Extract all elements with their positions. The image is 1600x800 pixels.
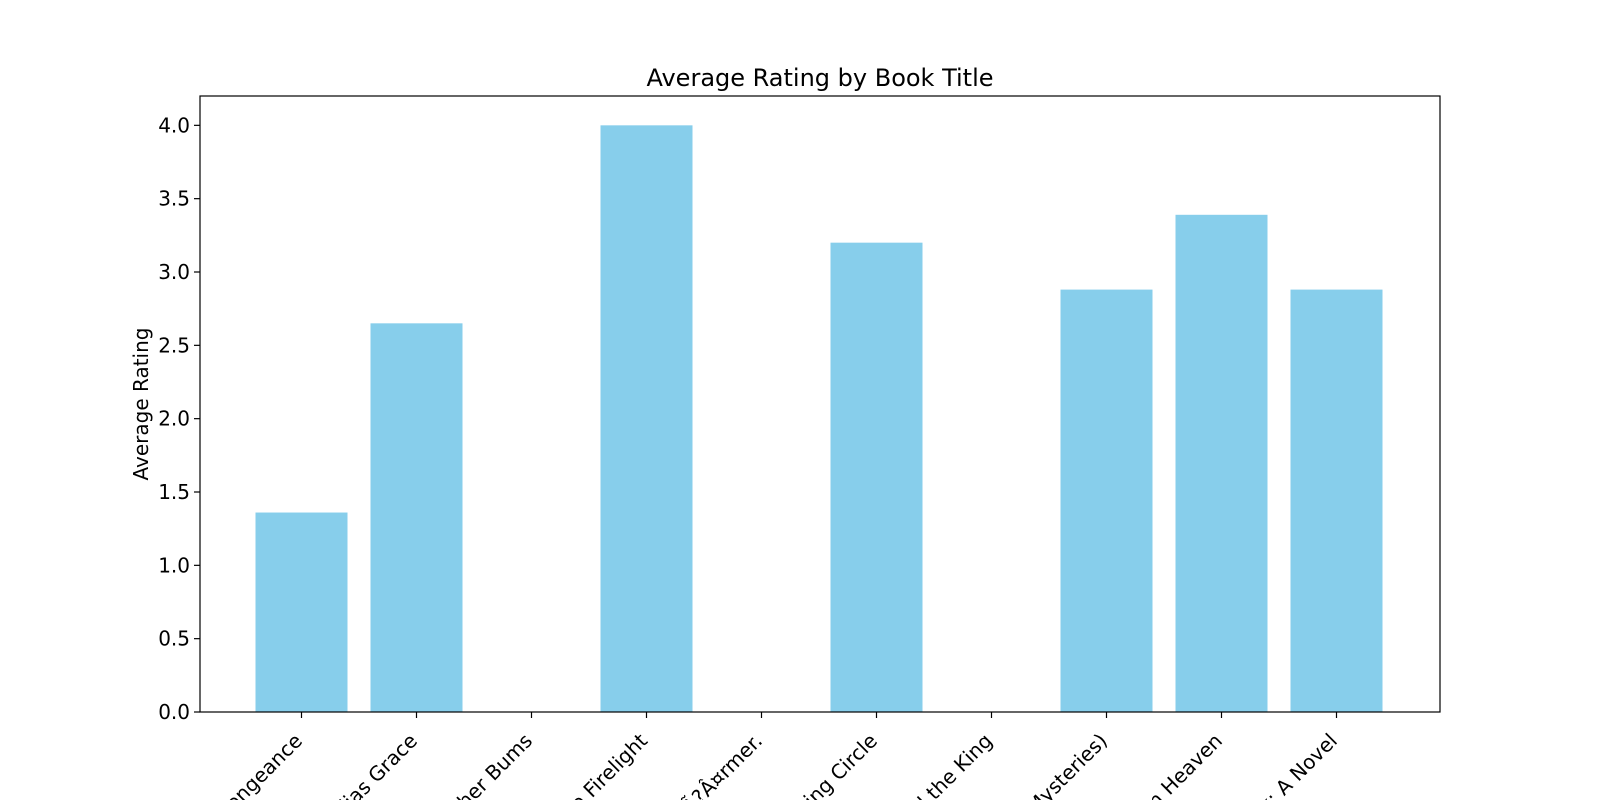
bar-9: [1290, 289, 1383, 712]
y-tick-label: 1.0: [158, 553, 190, 577]
bar-8: [1175, 214, 1268, 713]
bar-7: [1060, 289, 1153, 712]
bars-layer: [255, 125, 1383, 713]
chart-title: Average Rating by Book Title: [646, 64, 993, 92]
y-tick-label: 2.0: [158, 407, 190, 431]
y-tick-label: 1.5: [158, 480, 190, 504]
bar-5: [830, 242, 923, 713]
y-tick-label: 3.0: [158, 260, 190, 284]
y-tick-label: 3.5: [158, 187, 190, 211]
y-axis-label: Average Rating: [129, 328, 153, 481]
y-tick-label: 0.5: [158, 627, 190, 651]
bar-1: [370, 323, 463, 712]
y-axis: 0.0 0.5 1.0 1.5 2.0 2.5 3.0 3.5 4.0: [158, 113, 200, 724]
y-tick-label: 0.0: [158, 700, 190, 724]
y-tick-label: 2.5: [158, 333, 190, 357]
bar-0: [255, 512, 348, 712]
bar-3: [600, 125, 693, 712]
y-tick-label: 4.0: [158, 113, 190, 137]
plot-frame: [199, 95, 1441, 713]
